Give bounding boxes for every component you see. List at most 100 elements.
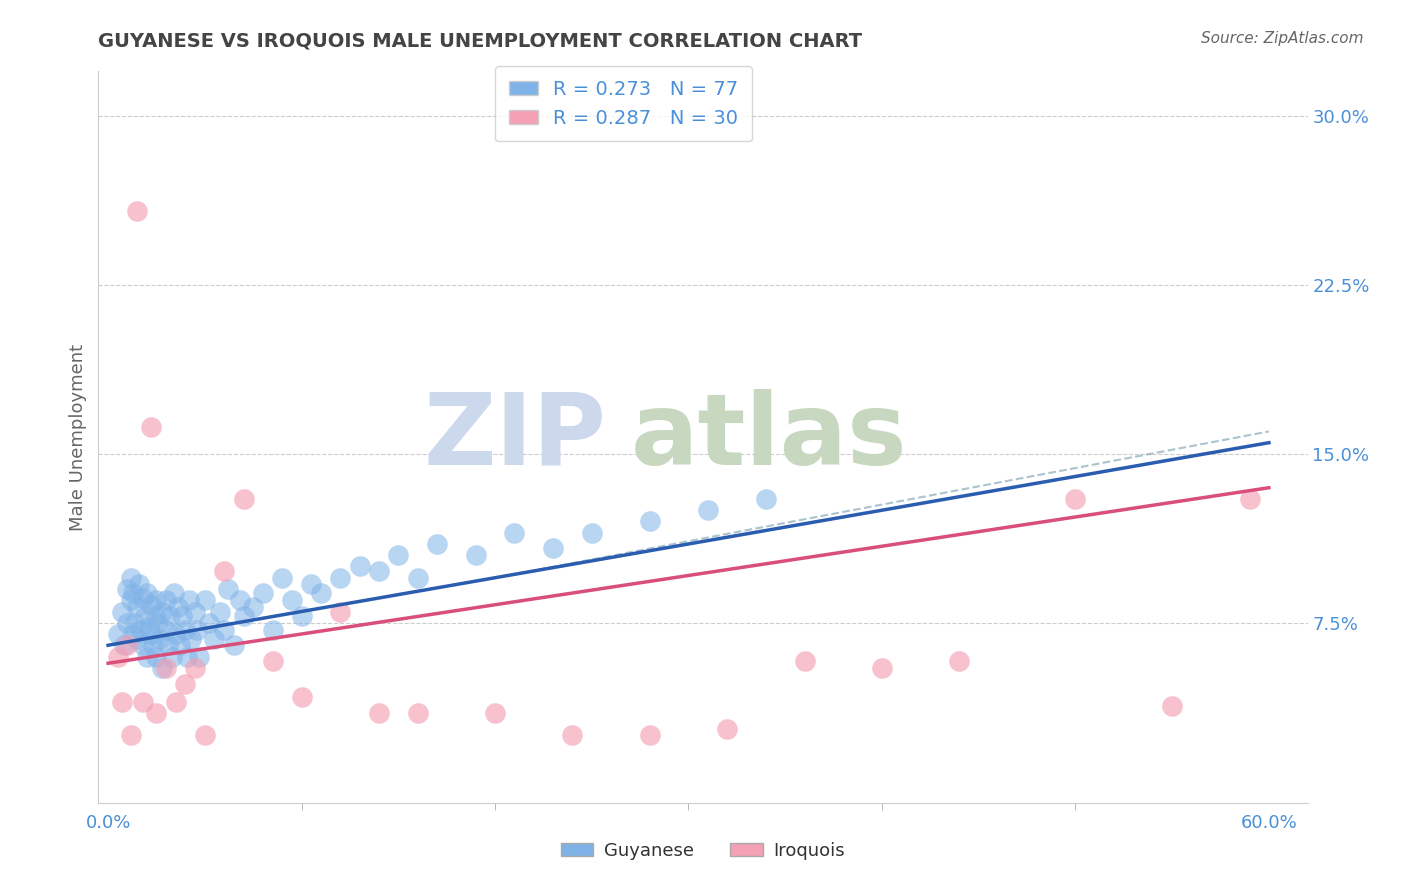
Point [174,676,197,690]
Point [755,491,778,506]
Point [145,706,167,720]
Point [143,609,166,624]
Point [262,654,284,668]
Point [139,627,162,641]
Point [148,615,170,630]
Point [170,609,193,624]
Point [135,586,157,600]
Point [349,559,371,574]
Point [155,661,177,675]
Point [165,694,187,708]
Point [184,661,207,675]
Point [107,627,129,641]
Point [129,623,152,637]
Point [484,706,506,720]
Point [150,661,173,675]
Point [142,638,165,652]
Point [387,548,409,562]
Point [188,649,211,664]
Point [165,627,187,641]
Text: ZIP: ZIP [423,389,606,485]
Point [176,649,198,664]
Point [197,615,219,630]
Point [112,638,135,652]
Point [184,605,207,619]
Point [127,632,149,646]
Point [638,515,661,529]
Point [135,649,157,664]
Point [329,605,352,619]
Point [139,598,162,612]
Point [309,586,332,600]
Point [157,638,180,652]
Text: atlas: atlas [630,389,907,485]
Point [120,571,142,585]
Point [299,577,322,591]
Point [1161,699,1184,714]
Point [180,632,202,646]
Point [252,586,274,600]
Point [406,571,429,585]
Point [232,609,254,624]
Point [120,728,142,742]
Point [132,694,155,708]
Point [155,593,177,607]
Point [222,638,245,652]
Point [212,623,235,637]
Point [217,582,239,596]
Point [581,525,603,540]
Point [145,593,167,607]
Point [163,586,186,600]
Point [179,593,201,607]
Point [128,577,150,591]
Point [124,615,146,630]
Point [155,623,177,637]
Point [166,599,188,614]
Point [1239,491,1261,506]
Point [406,706,429,720]
Point [138,620,160,634]
Point [169,638,191,652]
Point [194,593,217,607]
Point [696,503,718,517]
Point [174,623,197,637]
Point [262,623,284,637]
Point [368,564,391,578]
Point [117,615,139,630]
Point [329,571,352,585]
Point [149,632,172,646]
Point [228,593,250,607]
Point [111,605,134,619]
Point [212,564,235,578]
Point [290,609,312,624]
Point [204,632,226,646]
Point [503,525,526,540]
Point [117,638,139,652]
Text: Source: ZipAtlas.com: Source: ZipAtlas.com [1201,31,1364,46]
Point [281,593,304,607]
Point [127,599,149,614]
Point [186,623,208,637]
Legend: Guyanese, Iroquois: Guyanese, Iroquois [554,835,852,867]
Point [793,654,815,668]
Point [145,649,167,664]
Point [638,728,661,742]
Point [426,537,449,551]
Point [122,627,145,641]
Point [150,605,173,619]
Point [209,605,232,619]
Point [107,649,129,664]
Point [159,609,181,624]
Point [716,722,738,736]
Point [464,548,486,562]
Point [290,690,312,704]
Point [111,694,134,708]
Point [139,420,162,434]
Point [870,661,893,675]
Y-axis label: Male Unemployment: Male Unemployment [69,343,87,531]
Point [134,609,156,624]
Point [561,728,583,742]
Point [127,203,149,218]
Text: GUYANESE VS IROQUOIS MALE UNEMPLOYMENT CORRELATION CHART: GUYANESE VS IROQUOIS MALE UNEMPLOYMENT C… [98,31,862,50]
Point [120,593,142,607]
